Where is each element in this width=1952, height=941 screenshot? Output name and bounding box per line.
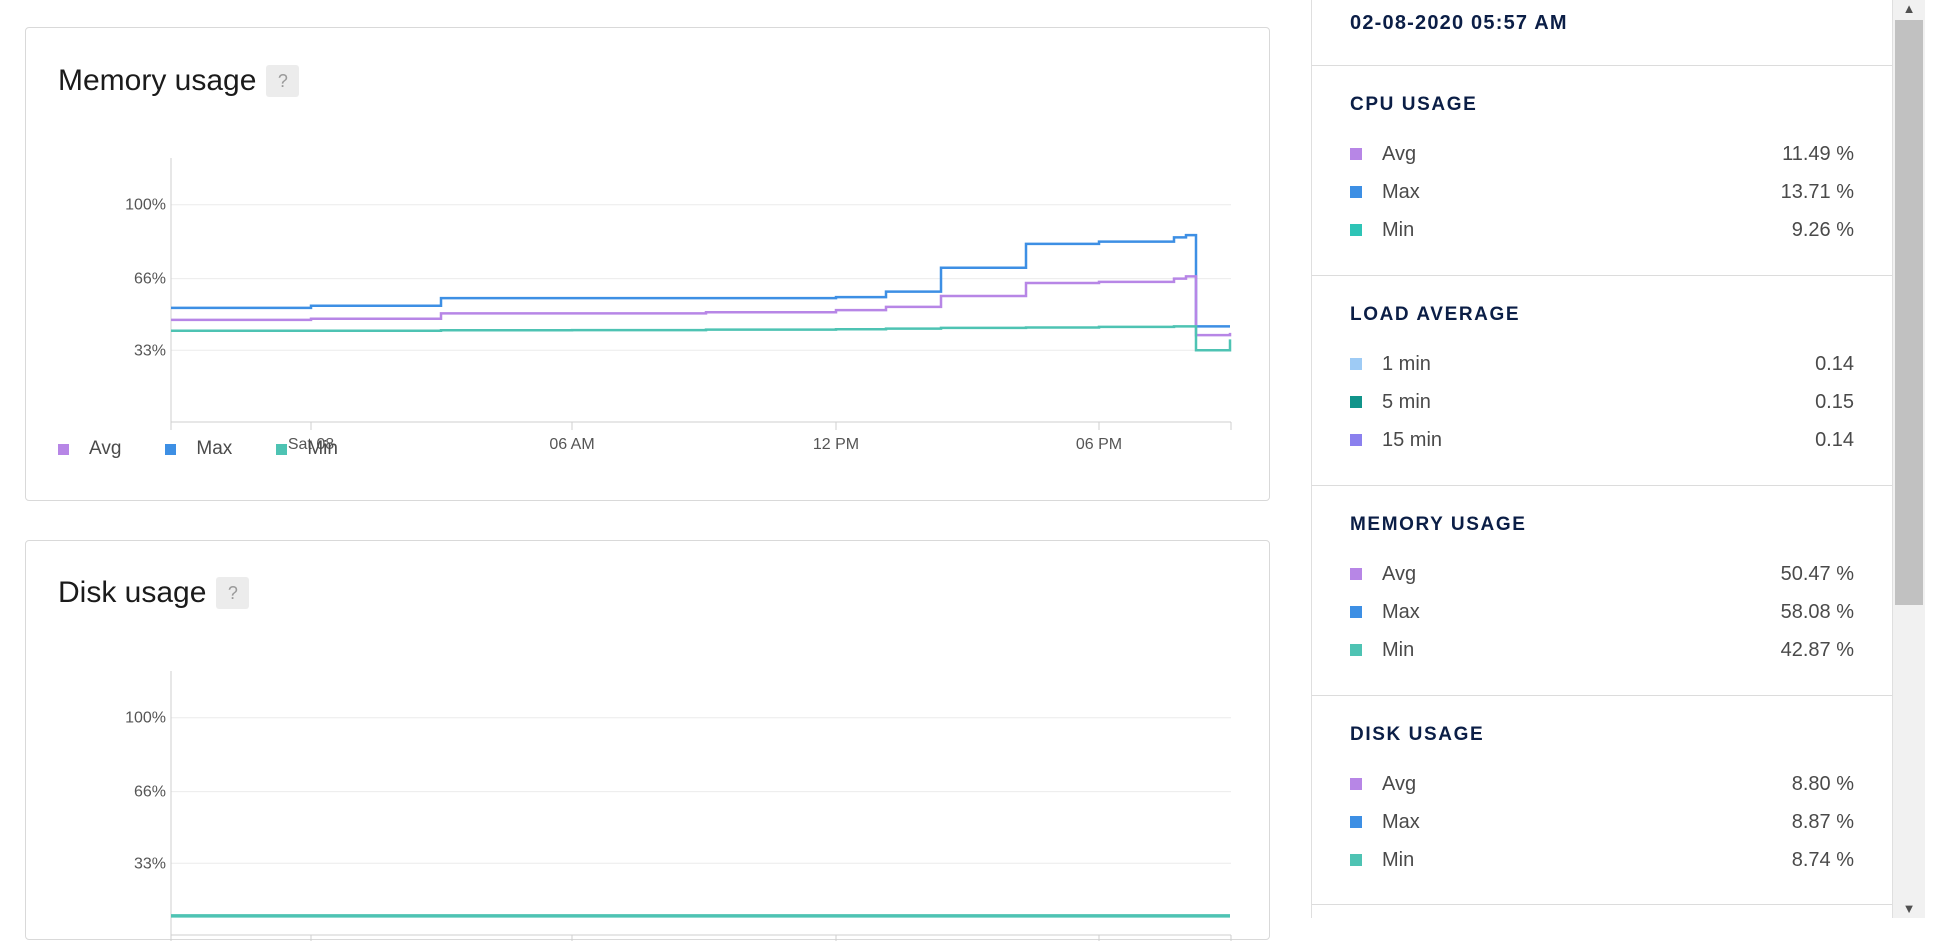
stat-label: Min [1382, 638, 1415, 661]
section-cpu-usage: CPU USAGE Avg 11.49 % Max 13.71 % Min 9.… [1312, 65, 1892, 275]
series-line-min [171, 325, 1232, 352]
legend-label-max: Max [196, 438, 233, 459]
section-load-average: LOAD AVERAGE 1 min 0.14 5 min 0.15 15 mi… [1312, 275, 1892, 485]
memory-usage-title: Memory usage [58, 64, 257, 97]
legend-swatch-avg [58, 443, 69, 455]
stat-label: 5 min [1382, 390, 1431, 413]
swatch [1350, 186, 1362, 198]
memory-usage-card: Memory usage ? 100% 66% 33% Sat 08 06 AM 12 P… [25, 27, 1270, 501]
section-title: CPU USAGE [1350, 94, 1478, 115]
x-tick-label: 06 AM [549, 436, 594, 453]
section-title: DISK USAGE [1350, 724, 1485, 745]
swatch [1350, 148, 1362, 160]
y-tick-label: 100% [125, 710, 166, 727]
stat-label: Max [1382, 180, 1420, 203]
stat-label: 1 min [1382, 352, 1431, 375]
stat-value: 13.71 % [1780, 180, 1854, 203]
section-title: MEMORY USAGE [1350, 514, 1527, 535]
stat-value: 0.15 [1815, 390, 1854, 413]
y-tick-label: 66% [134, 784, 166, 801]
stat-value: 9.26 % [1791, 218, 1854, 241]
stat-label: Avg [1382, 562, 1417, 585]
x-tick-label: 12 PM [813, 436, 859, 453]
stat-label: Max [1382, 810, 1420, 833]
page-scrollbar[interactable]: ▲ ▼ [1893, 0, 1925, 918]
swatch [1350, 644, 1362, 656]
section-disk-usage: DISK USAGE Avg 8.80 % Max 8.87 % Min 8.7… [1312, 695, 1892, 905]
memory-help-icon[interactable]: ? [266, 65, 300, 97]
legend-item-min[interactable]: Min [276, 438, 338, 460]
stat-row: Min 9.26 % [1350, 215, 1854, 245]
stat-row: 1 min 0.14 [1350, 349, 1854, 379]
stats-sidebar: 02-08-2020 05:57 AM CPU USAGE Avg 11.49 … [1311, 0, 1893, 918]
stat-row: Avg 50.47 % [1350, 559, 1854, 589]
stat-label: Min [1382, 218, 1415, 241]
stat-value: 0.14 [1815, 428, 1854, 451]
memory-usage-chart: 100% 66% 33% Sat 08 06 AM 12 PM 06 PM [125, 158, 1232, 453]
legend-swatch-min [276, 443, 288, 455]
y-tick-label: 33% [134, 855, 166, 872]
section-memory-usage: MEMORY USAGE Avg 50.47 % Max 58.08 % Min… [1312, 485, 1892, 695]
swatch [1350, 778, 1362, 790]
stat-row: Min 42.87 % [1350, 635, 1854, 665]
x-tick-label: 06 PM [1076, 436, 1122, 453]
disk-usage-chart: 100% 66% 33% [125, 671, 1232, 941]
legend-swatch-max [165, 443, 177, 455]
swatch [1350, 434, 1362, 446]
stats-timestamp: 02-08-2020 05:57 AM [1350, 12, 1568, 34]
stat-label: Avg [1382, 772, 1417, 795]
legend-label-avg: Avg [89, 438, 122, 459]
stat-row: Max 13.71 % [1350, 177, 1854, 207]
y-tick-label: 100% [125, 197, 166, 214]
stat-value: 58.08 % [1780, 600, 1854, 623]
legend-item-avg[interactable]: Avg [58, 438, 121, 460]
disk-help-icon[interactable]: ? [216, 577, 250, 609]
stat-value: 50.47 % [1780, 562, 1854, 585]
x-tick-label: Sat 08 [288, 436, 334, 453]
legend-label-min: Min [307, 438, 338, 459]
stat-row: Avg 11.49 % [1350, 139, 1854, 169]
stat-label: Avg [1382, 142, 1417, 165]
swatch [1350, 224, 1362, 236]
scroll-down-arrow-icon[interactable]: ▼ [1902, 901, 1916, 916]
y-tick-label: 33% [134, 342, 166, 359]
stat-row: 5 min 0.15 [1350, 387, 1854, 417]
memory-usage-title-wrap: Memory usage ? [58, 64, 300, 98]
y-tick-label: 66% [134, 271, 166, 288]
swatch [1350, 606, 1362, 618]
series-line-max [171, 233, 1230, 328]
swatch [1350, 568, 1362, 580]
memory-chart-legend: Avg Max Min [58, 438, 382, 460]
legend-item-max[interactable]: Max [165, 438, 232, 460]
swatch [1350, 816, 1362, 828]
disk-usage-title-wrap: Disk usage ? [58, 576, 250, 610]
scrollbar-thumb[interactable] [1895, 20, 1923, 605]
stat-label: Min [1382, 848, 1415, 871]
disk-usage-card: Disk usage ? 100% 66% 33% [25, 540, 1270, 941]
stat-row: Max 8.87 % [1350, 807, 1854, 837]
scroll-up-arrow-icon[interactable]: ▲ [1902, 1, 1916, 16]
swatch [1350, 358, 1362, 370]
series-line-avg [171, 275, 1232, 337]
swatch [1350, 396, 1362, 408]
stat-value: 42.87 % [1780, 638, 1854, 661]
disk-usage-title: Disk usage [58, 576, 207, 609]
stat-value: 11.49 % [1782, 142, 1854, 165]
stat-label: 15 min [1382, 428, 1443, 451]
stat-value: 8.80 % [1791, 772, 1854, 795]
stat-label: Max [1382, 600, 1420, 623]
stat-value: 0.14 [1815, 352, 1854, 375]
stat-row: Avg 8.80 % [1350, 769, 1854, 799]
stat-row: 15 min 0.14 [1350, 425, 1854, 455]
stat-value: 8.87 % [1791, 810, 1854, 833]
section-title: LOAD AVERAGE [1350, 304, 1521, 325]
stat-row: Min 8.74 % [1350, 845, 1854, 875]
stat-value: 8.74 % [1791, 848, 1854, 871]
swatch [1350, 854, 1362, 866]
stat-row: Max 58.08 % [1350, 597, 1854, 627]
